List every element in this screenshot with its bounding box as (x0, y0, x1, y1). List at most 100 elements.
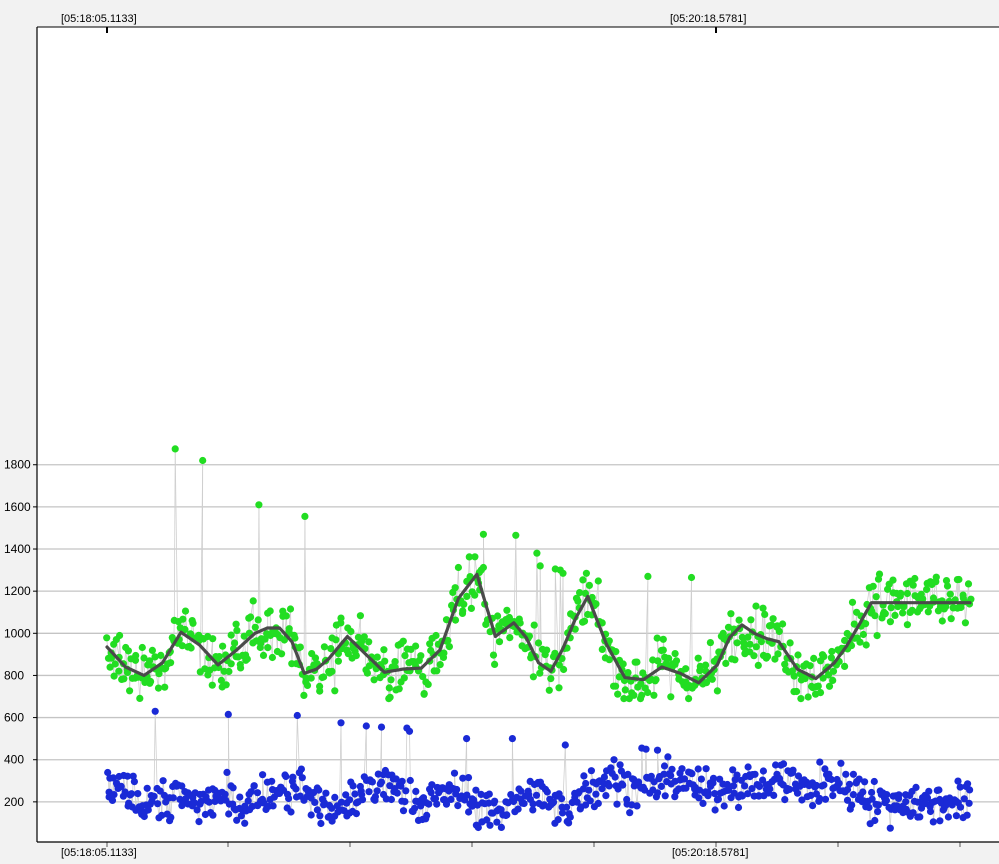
upper-point (702, 661, 710, 669)
upper-point (533, 549, 541, 557)
upper-point (887, 604, 895, 612)
lower-point (554, 816, 562, 824)
upper-point (140, 654, 148, 662)
lower-point (268, 777, 276, 785)
upper-point (810, 654, 818, 663)
upper-point (316, 682, 324, 691)
upper-point (682, 665, 690, 673)
upper-point (869, 582, 877, 590)
upper-point (653, 634, 661, 642)
upper-point (433, 667, 441, 675)
upper-point (231, 639, 239, 647)
lower-point (759, 767, 768, 775)
upper-point (454, 563, 462, 572)
lower-point (744, 790, 752, 798)
upper-point (942, 577, 951, 585)
upper-point (555, 661, 564, 669)
upper-point (240, 632, 248, 640)
lower-point (678, 765, 686, 773)
lower-point (297, 765, 305, 773)
upper-point (419, 673, 427, 681)
lower-point (453, 785, 461, 794)
upper-point (266, 607, 274, 615)
lower-point (770, 791, 778, 800)
lower-point (167, 813, 175, 822)
lower-point (197, 797, 205, 805)
lower-point (357, 787, 365, 795)
lower-point (365, 788, 373, 796)
lower-point (699, 799, 707, 808)
lower-stem (840, 763, 844, 791)
lower-point (433, 800, 441, 808)
upper-point (451, 584, 459, 592)
lower-point (925, 787, 933, 795)
upper-point (451, 616, 460, 624)
upper-stem (689, 577, 692, 686)
upper-point (327, 645, 335, 653)
lower-point (221, 790, 229, 798)
upper-point (278, 650, 286, 658)
upper-point (444, 636, 452, 645)
lower-point (392, 775, 400, 783)
lower-point (454, 802, 462, 810)
upper-stem (203, 638, 206, 669)
lower-point (902, 798, 910, 806)
lower-point (660, 762, 669, 770)
lower-point (755, 782, 764, 791)
upper-point (311, 654, 320, 662)
lower-point (472, 786, 480, 794)
upper-point (667, 693, 675, 701)
lower-point (431, 795, 440, 803)
lower-stem (170, 786, 174, 818)
lower-point (602, 792, 610, 800)
upper-point (471, 553, 479, 561)
lower-point (843, 796, 852, 804)
lower-point (829, 792, 837, 800)
lower-point (912, 783, 920, 792)
lower-point (812, 781, 821, 790)
lower-point (463, 791, 471, 799)
lower-point (313, 806, 321, 814)
lower-point (193, 806, 201, 814)
upper-point (352, 652, 360, 660)
upper-point (237, 664, 245, 672)
lower-point (465, 808, 473, 816)
upper-stem (670, 667, 673, 697)
upper-point (440, 649, 448, 657)
upper-point (412, 642, 420, 650)
lower-point (963, 811, 971, 819)
upper-point (919, 595, 927, 603)
lower-point (611, 773, 619, 781)
lower-point (821, 765, 829, 773)
lower-point (821, 795, 830, 803)
upper-stem (782, 623, 784, 647)
upper-point (187, 644, 195, 652)
lower-point (292, 785, 300, 793)
lower-point (793, 789, 802, 797)
upper-point (580, 617, 589, 625)
lower-point (503, 811, 511, 819)
upper-point (516, 619, 524, 627)
lower-point (468, 802, 476, 810)
upper-point (942, 603, 950, 611)
upper-point (804, 693, 812, 701)
lower-point (195, 818, 203, 826)
upper-point (111, 660, 119, 668)
lower-point (374, 770, 382, 778)
upper-point (261, 635, 269, 643)
lower-point (346, 796, 354, 804)
lower-point (140, 812, 148, 821)
upper-point (903, 621, 912, 629)
lower-point (647, 772, 655, 780)
lower-point (223, 768, 231, 777)
lower-point (520, 799, 528, 808)
upper-point (638, 691, 646, 699)
lower-point (734, 803, 743, 812)
lower-point (694, 765, 702, 773)
upper-point (630, 691, 638, 699)
lower-point (143, 784, 151, 792)
upper-point (574, 597, 582, 605)
lower-point (244, 797, 252, 805)
lower-point (592, 790, 600, 798)
upper-point (560, 665, 568, 674)
